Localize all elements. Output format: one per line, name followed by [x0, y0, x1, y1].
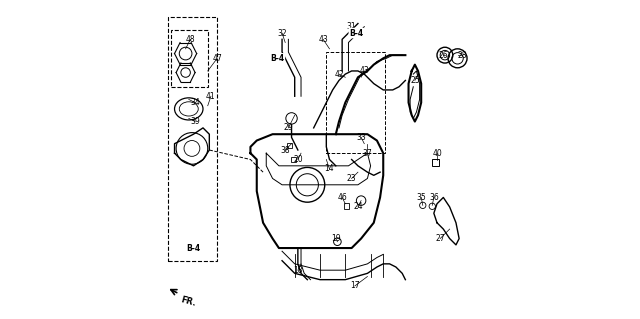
Text: 32: 32: [277, 28, 287, 38]
Text: 34: 34: [190, 98, 200, 107]
Text: 19: 19: [331, 234, 340, 243]
Text: 41: 41: [206, 92, 216, 101]
Text: 31: 31: [347, 22, 356, 31]
Text: 40: 40: [432, 149, 442, 158]
Bar: [172, 30, 208, 87]
Text: B-4: B-4: [349, 28, 364, 38]
Bar: [326, 52, 385, 153]
Text: FR.: FR.: [179, 295, 196, 308]
Bar: [291, 157, 296, 162]
Text: 47: 47: [212, 54, 222, 63]
Bar: [344, 203, 349, 209]
Text: 20: 20: [293, 155, 303, 164]
Text: 36: 36: [429, 193, 438, 202]
Text: 28: 28: [458, 51, 467, 60]
Text: 25: 25: [410, 76, 420, 85]
Text: 43: 43: [318, 35, 328, 44]
Bar: [168, 17, 217, 261]
Text: 42: 42: [334, 70, 344, 78]
Text: 38: 38: [280, 145, 290, 154]
Text: 35: 35: [416, 193, 426, 202]
Text: 18: 18: [293, 266, 303, 275]
Bar: [287, 143, 292, 148]
Text: 48: 48: [186, 35, 195, 44]
Text: 39: 39: [190, 117, 200, 126]
Text: 43: 43: [360, 66, 369, 76]
Text: 37: 37: [362, 149, 372, 158]
Text: 26: 26: [438, 51, 448, 60]
Text: 29: 29: [284, 123, 293, 132]
Text: 46: 46: [337, 193, 347, 202]
Text: 24: 24: [353, 203, 363, 211]
Text: 33: 33: [356, 133, 366, 142]
Text: 23: 23: [347, 174, 356, 183]
Text: 27: 27: [435, 234, 445, 243]
Text: 14: 14: [324, 165, 334, 174]
Text: B-4: B-4: [186, 243, 200, 253]
Text: 17: 17: [350, 281, 360, 291]
Text: B-4: B-4: [270, 54, 284, 63]
Bar: [432, 159, 438, 166]
